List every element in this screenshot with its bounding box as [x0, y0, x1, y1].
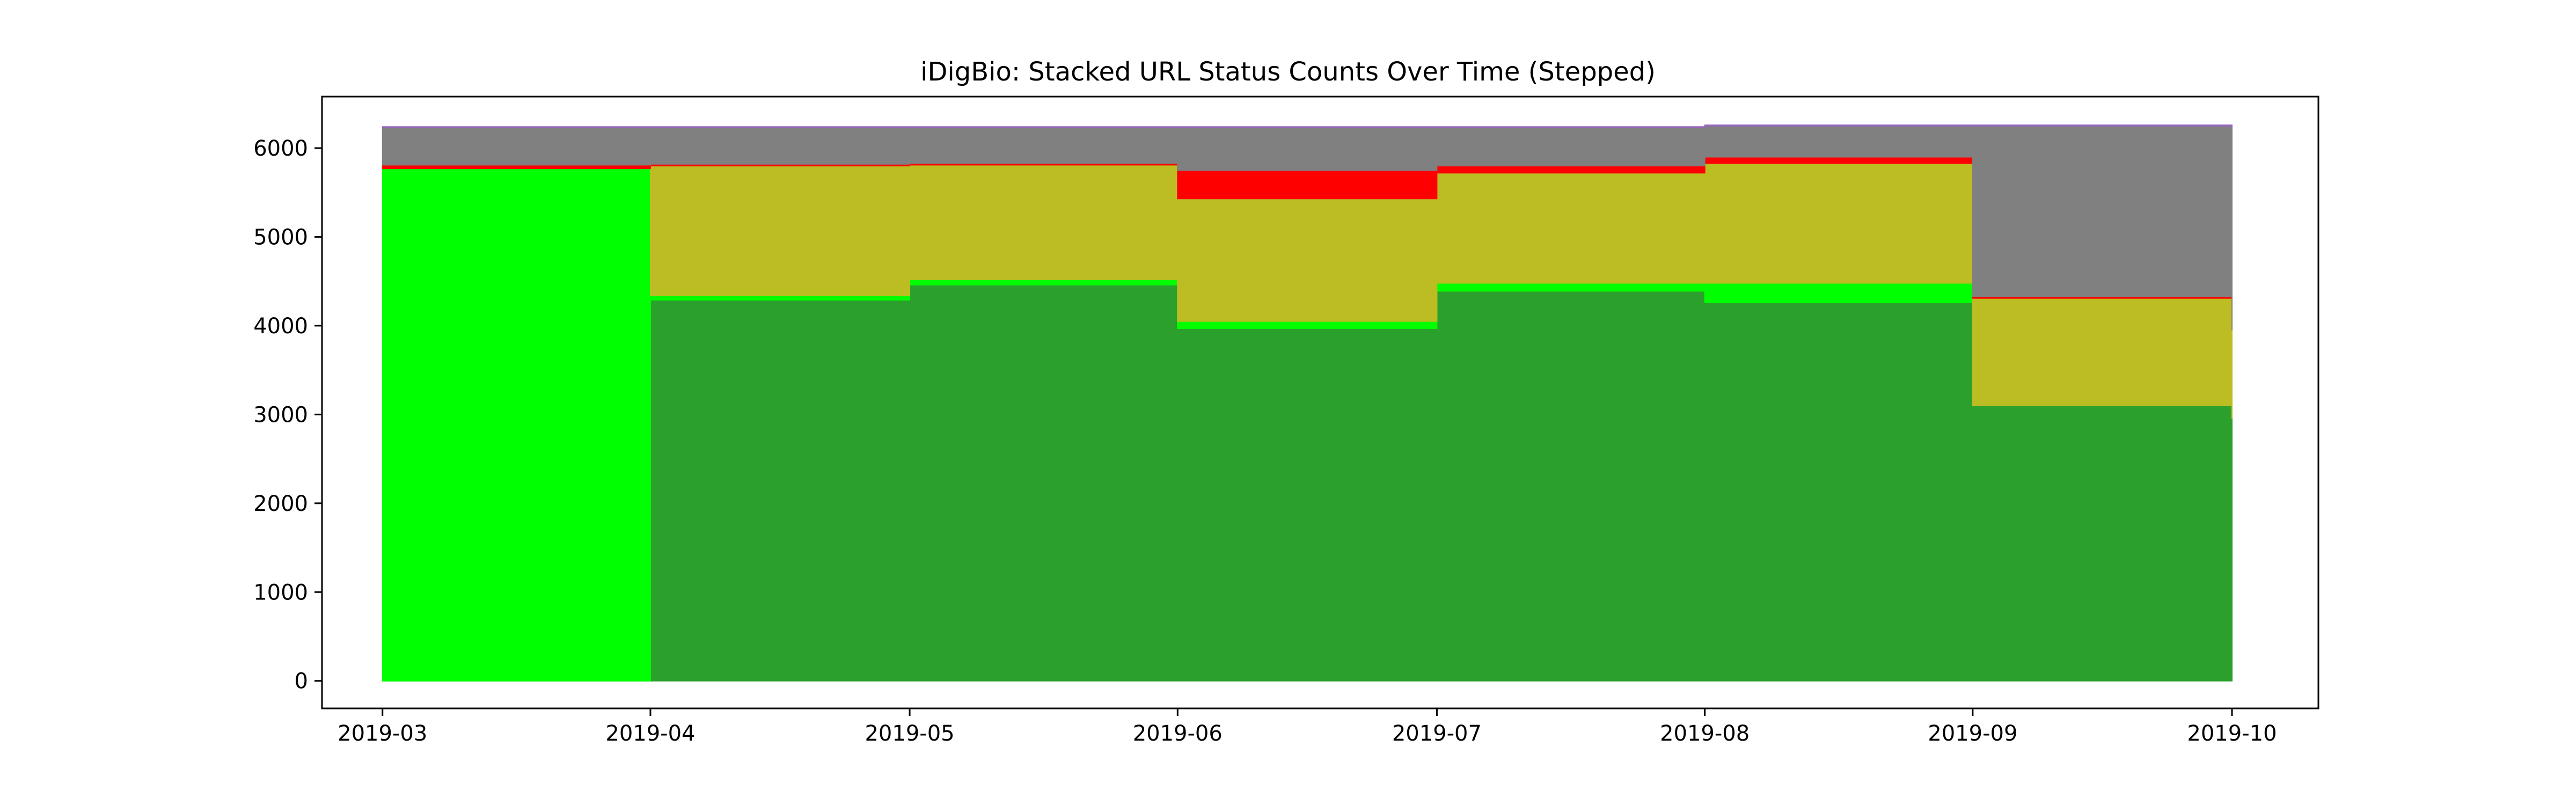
- series-layer: [382, 124, 2233, 682]
- series-area-0: [382, 284, 2233, 682]
- chart-title: iDigBio: Stacked URL Status Counts Over …: [920, 57, 1656, 87]
- y-axis: 0 1000 2000 3000 4000 5000 6000: [253, 136, 322, 694]
- y-tick-label: 6000: [253, 136, 308, 161]
- y-tick-label: 3000: [253, 402, 308, 427]
- x-tick-label: 2019-08: [1660, 721, 1750, 746]
- y-tick-label: 5000: [253, 225, 308, 250]
- x-tick-label: 2019-05: [865, 721, 954, 746]
- x-tick-label: 2019-06: [1133, 721, 1223, 746]
- x-tick-label: 2019-07: [1392, 721, 1482, 746]
- y-tick-label: 2000: [253, 492, 308, 516]
- x-tick-label: 2019-10: [2187, 721, 2277, 746]
- x-tick-label: 2019-09: [1928, 721, 2017, 746]
- series-area-5: [382, 124, 2233, 128]
- x-tick-label: 2019-03: [338, 721, 427, 746]
- y-tick-label: 0: [295, 669, 308, 694]
- y-tick-label: 4000: [253, 314, 308, 339]
- x-tick-label: 2019-04: [605, 721, 695, 746]
- y-tick-label: 1000: [253, 580, 308, 605]
- x-axis: 2019-03 2019-04 2019-05 2019-06 2019-07 2019-…: [338, 708, 2277, 746]
- plot-frame: [321, 96, 2319, 709]
